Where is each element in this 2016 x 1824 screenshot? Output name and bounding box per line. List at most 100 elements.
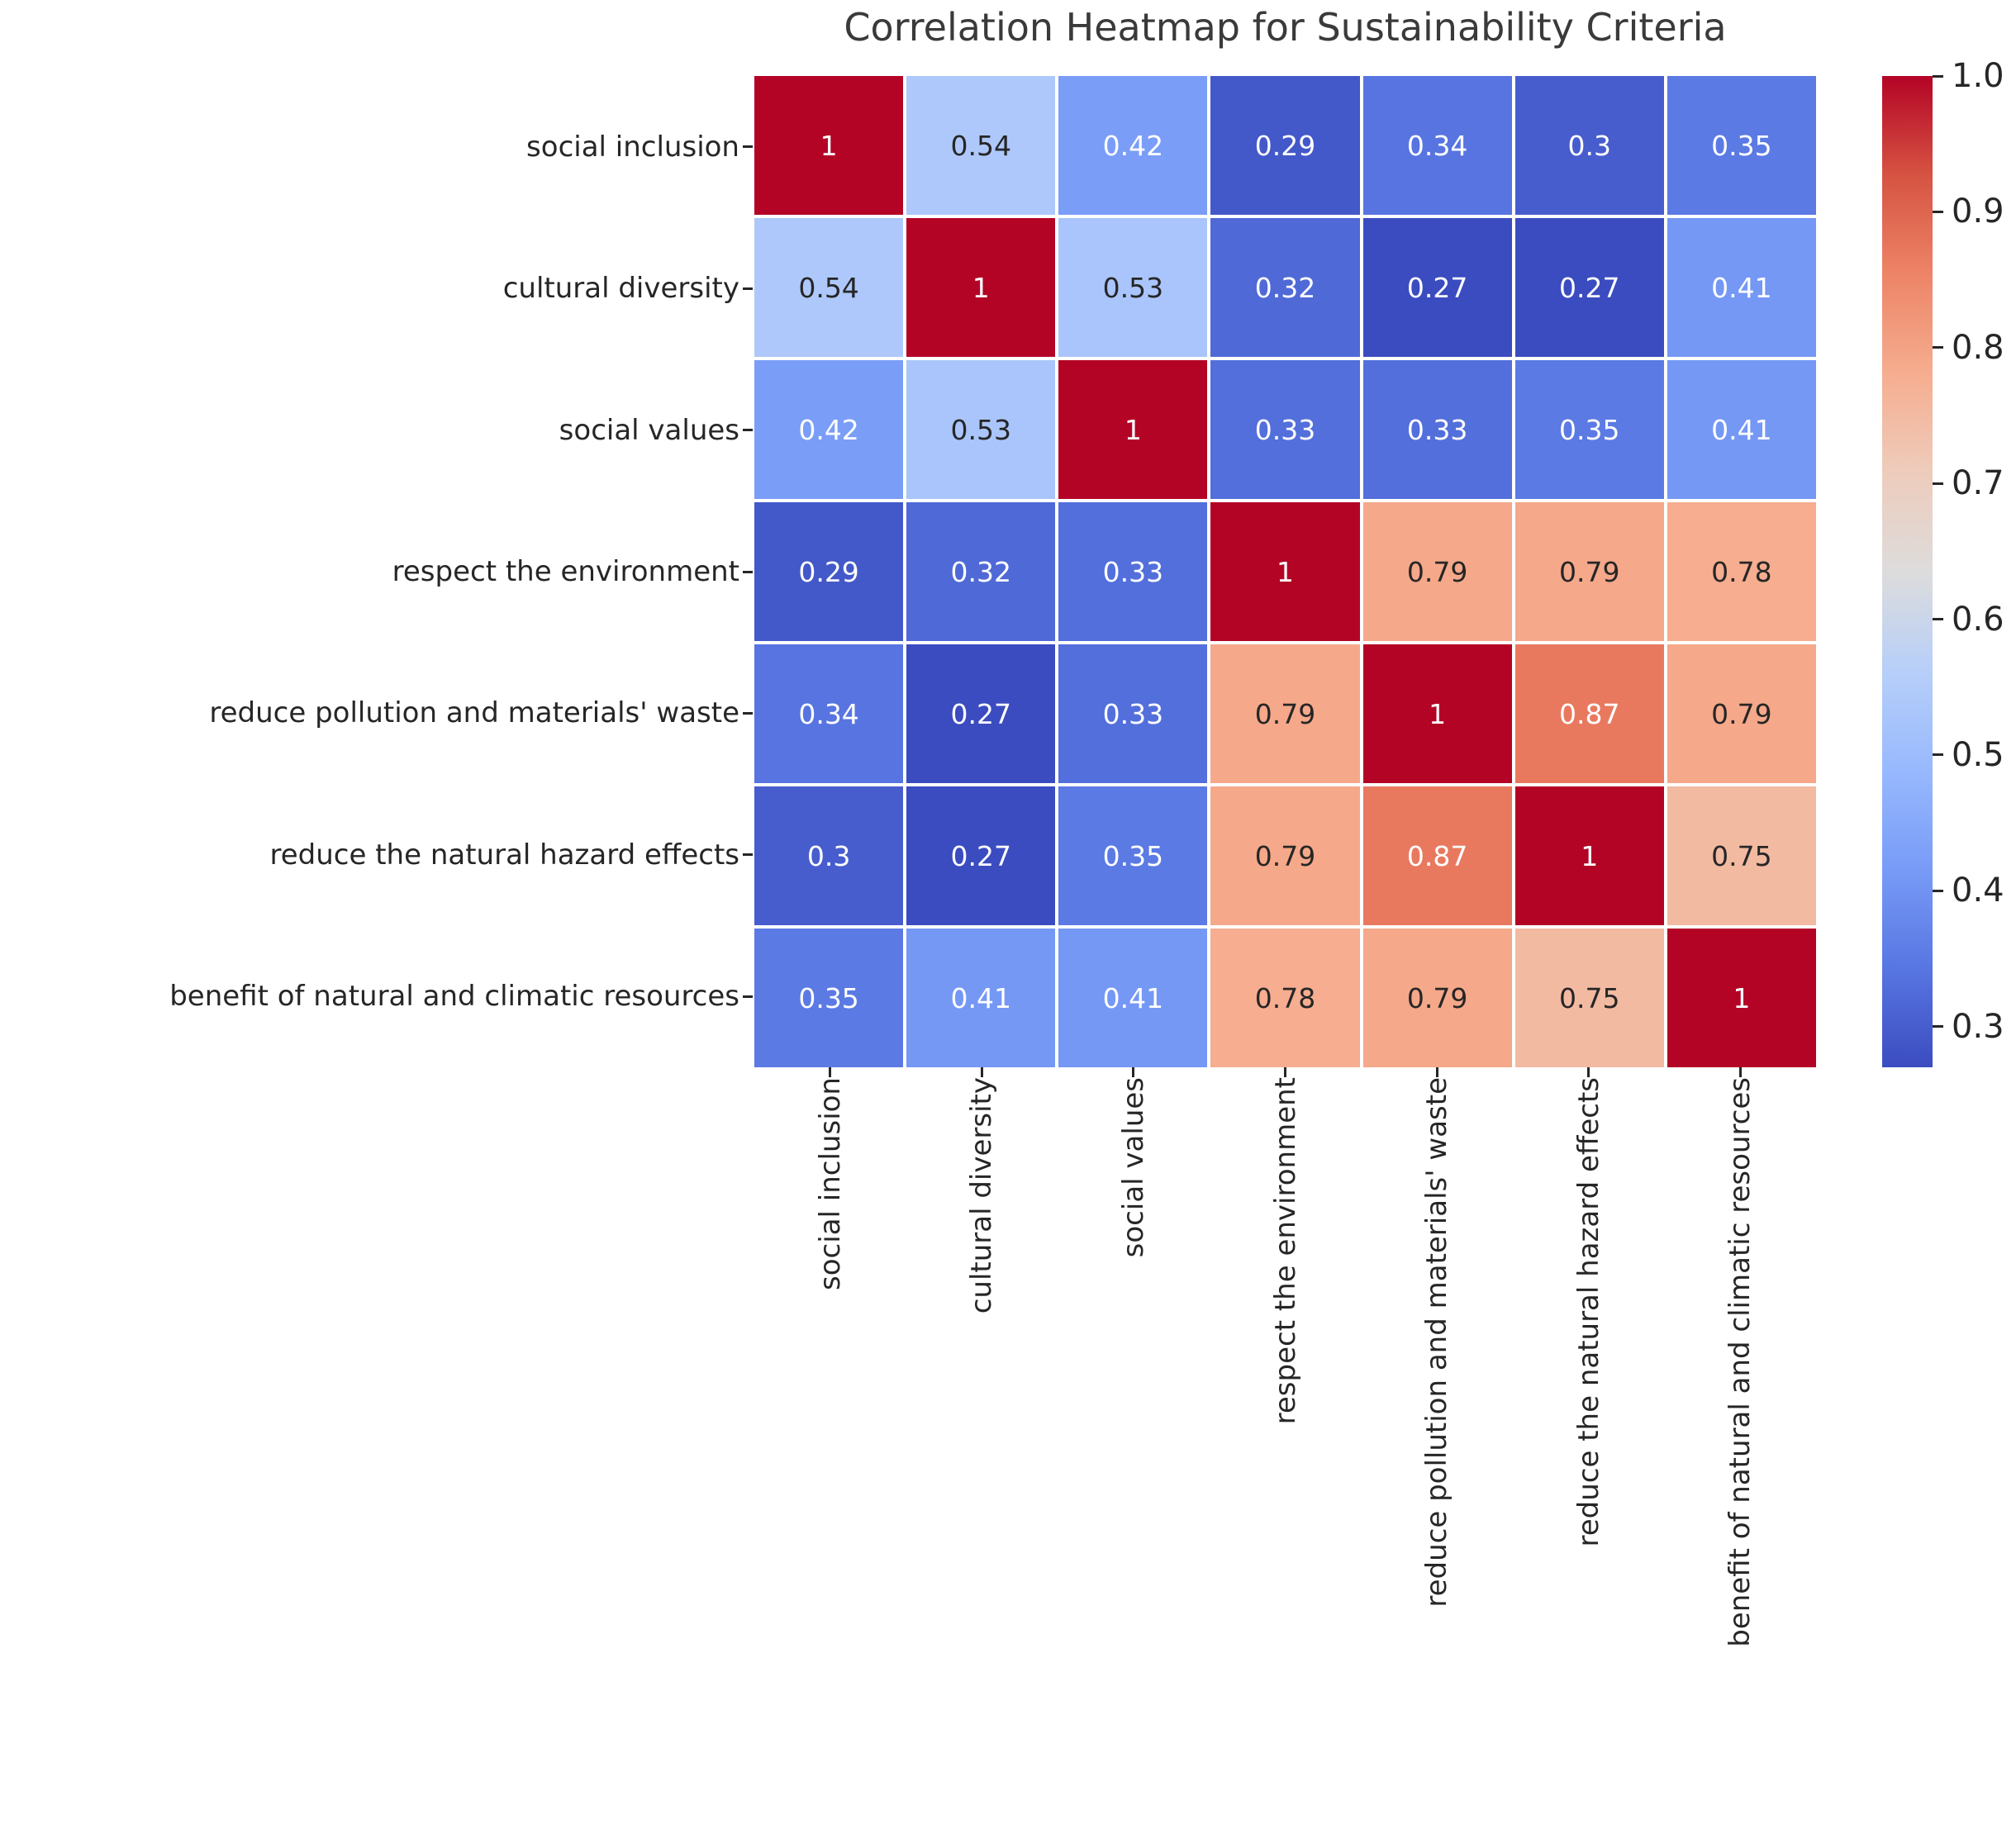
cell-value: 1	[1124, 413, 1142, 446]
heatmap-cell: 0.78	[1667, 502, 1816, 641]
heatmap-cell: 1	[1058, 360, 1208, 499]
heatmap-cell: 0.27	[1362, 218, 1512, 357]
y-tick-mark	[743, 145, 753, 149]
x-tick-mark	[829, 1067, 832, 1077]
cell-value: 0.54	[950, 129, 1011, 162]
cell-value: 0.79	[1406, 555, 1468, 588]
y-tick-label: respect the environment	[392, 555, 739, 588]
colorbar-tick-mark	[1933, 346, 1943, 349]
heatmap-cell: 0.33	[1058, 644, 1208, 783]
cell-value: 1	[972, 271, 990, 304]
cell-value: 0.54	[798, 271, 859, 304]
heatmap-cell: 0.32	[906, 502, 1056, 641]
cell-value: 0.42	[1102, 129, 1164, 162]
heatmap-cell: 0.75	[1667, 786, 1816, 925]
x-tick-mark	[1587, 1067, 1590, 1077]
heatmap-cell: 0.79	[1667, 644, 1816, 783]
heatmap-cell: 0.79	[1210, 644, 1360, 783]
cell-value: 0.53	[950, 413, 1011, 446]
heatmap-cell: 0.33	[1058, 502, 1208, 641]
heatmap-cell: 0.29	[754, 502, 904, 641]
y-tick-mark	[743, 995, 753, 998]
chart-title: Correlation Heatmap for Sustainability C…	[844, 5, 1727, 50]
cell-value: 0.33	[1254, 413, 1316, 446]
heatmap-cell: 0.41	[906, 929, 1056, 1067]
y-tick-label: reduce pollution and materials' waste	[209, 696, 739, 730]
cell-value: 0.78	[1254, 981, 1316, 1014]
cell-value: 0.33	[1102, 555, 1164, 588]
heatmap-cell: 1	[906, 218, 1056, 357]
heatmap-cell: 0.29	[1210, 76, 1360, 215]
heatmap-cell: 0.35	[754, 929, 904, 1067]
x-tick-mark	[980, 1067, 983, 1077]
heatmap-cell: 0.79	[1514, 502, 1664, 641]
cell-value: 0.3	[806, 839, 851, 872]
y-tick-mark	[743, 711, 753, 715]
y-tick-label: social values	[559, 413, 739, 447]
heatmap-cell: 0.41	[1667, 218, 1816, 357]
cell-value: 0.35	[798, 981, 859, 1014]
cell-value: 0.33	[1406, 413, 1468, 446]
cell-value: 0.35	[1102, 839, 1164, 872]
heatmap-cell: 0.27	[906, 786, 1056, 925]
cell-value: 0.79	[1254, 697, 1316, 730]
heatmap-cell: 0.3	[1514, 76, 1664, 215]
cell-value: 0.34	[1406, 129, 1468, 162]
heatmap-cell: 0.27	[1514, 218, 1664, 357]
heatmap-cell: 0.79	[1362, 929, 1512, 1067]
heatmap-cell: 0.54	[754, 218, 904, 357]
colorbar-tick-mark	[1933, 618, 1943, 621]
x-tick-label: reduce pollution and materials' waste	[1420, 1077, 1454, 1608]
heatmap-cell: 0.27	[906, 644, 1056, 783]
cell-value: 0.79	[1711, 697, 1772, 730]
heatmap-cell: 1	[1667, 929, 1816, 1067]
cell-value: 0.41	[950, 981, 1011, 1014]
x-tick-mark	[1132, 1067, 1135, 1077]
heatmap-cell: 0.41	[1667, 360, 1816, 499]
heatmap-cell: 1	[1362, 644, 1512, 783]
cell-value: 0.78	[1711, 555, 1772, 588]
x-tick-label: cultural diversity	[965, 1077, 999, 1314]
heatmap-grid: 1 0.54 0.42 0.29 0.34 0.3 0.35 0.54 1 0.53 0.32 0.2…	[754, 76, 1816, 1067]
heatmap-cell: 0.87	[1514, 644, 1664, 783]
cell-value: 0.34	[798, 697, 859, 730]
heatmap-cell: 0.35	[1058, 786, 1208, 925]
cell-value: 1	[1429, 697, 1447, 730]
y-tick-mark	[743, 853, 753, 857]
colorbar-tick-mark	[1933, 753, 1943, 757]
heatmap-cell: 0.32	[1210, 218, 1360, 357]
heatmap-cell: 0.41	[1058, 929, 1208, 1067]
heatmap-cell: 0.34	[754, 644, 904, 783]
heatmap-cell: 0.42	[754, 360, 904, 499]
colorbar-tick-label: 0.9	[1952, 192, 2004, 231]
cell-value: 0.27	[950, 697, 1011, 730]
cell-value: 1	[820, 129, 838, 162]
x-tick-mark	[1435, 1067, 1438, 1077]
heatmap-cell: 0.79	[1210, 786, 1360, 925]
heatmap-cell: 0.33	[1362, 360, 1512, 499]
heatmap-cell: 0.87	[1362, 786, 1512, 925]
colorbar-tick-mark	[1933, 482, 1943, 485]
colorbar	[1882, 76, 1933, 1067]
colorbar-tick-label: 0.5	[1952, 735, 2004, 774]
cell-value: 0.35	[1711, 129, 1772, 162]
colorbar-tick-label: 0.6	[1952, 600, 2004, 639]
cell-value: 0.87	[1406, 839, 1468, 872]
y-tick-mark	[743, 429, 753, 432]
heatmap-cell: 0.79	[1362, 502, 1512, 641]
heatmap-cell: 0.35	[1667, 76, 1816, 215]
y-tick-label: social inclusion	[526, 130, 739, 164]
y-tick-label: reduce the natural hazard effects	[269, 838, 739, 872]
cell-value: 0.42	[798, 413, 859, 446]
cell-value: 0.41	[1102, 981, 1164, 1014]
cell-value: 0.32	[1254, 271, 1316, 304]
colorbar-tick-label: 0.3	[1952, 1007, 2004, 1046]
heatmap-cell: 1	[1210, 502, 1360, 641]
cell-value: 0.3	[1567, 129, 1612, 162]
cell-value: 0.79	[1254, 839, 1316, 872]
cell-value: 0.27	[950, 839, 1011, 872]
x-tick-mark	[1738, 1067, 1742, 1077]
cell-value: 0.79	[1406, 981, 1468, 1014]
colorbar-tick-mark	[1933, 889, 1943, 892]
